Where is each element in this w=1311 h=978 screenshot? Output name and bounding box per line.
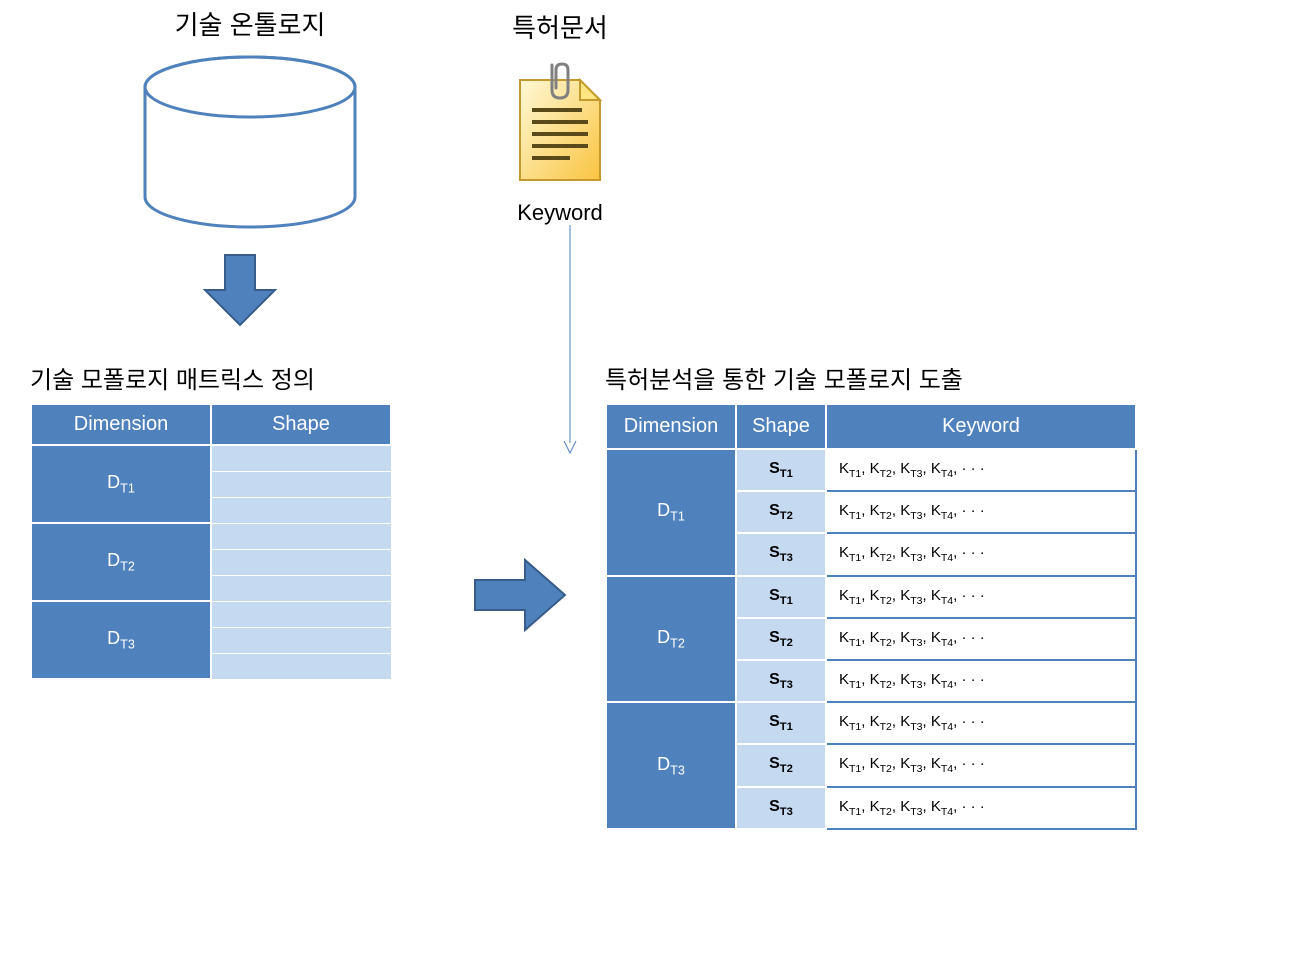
document-icon	[510, 60, 610, 195]
thin-arrow-down	[560, 225, 580, 460]
patent-doc-section: 특허문서 Keyword	[460, 8, 660, 226]
table2-header-keyword: Keyword	[826, 404, 1136, 449]
table2-keyword-cell: KT1, KT2, KT3, KT4, · · ·	[826, 744, 1136, 786]
table2-shape-cell: ST3	[736, 660, 826, 702]
table2-keyword-cell: KT1, KT2, KT3, KT4, · · ·	[826, 491, 1136, 533]
table1-shape-cell	[211, 471, 391, 497]
keyword-label: Keyword	[460, 200, 660, 226]
table2-keyword-cell: KT1, KT2, KT3, KT4, · · ·	[826, 787, 1136, 829]
table2-keyword-cell: KT1, KT2, KT3, KT4, · · ·	[826, 449, 1136, 491]
table2-keyword-cell: KT1, KT2, KT3, KT4, · · ·	[826, 702, 1136, 744]
table2-keyword-cell: KT1, KT2, KT3, KT4, · · ·	[826, 576, 1136, 618]
table1-dimension-cell: DT1	[31, 445, 211, 523]
table1-shape-cell	[211, 575, 391, 601]
patent-doc-title: 특허문서	[460, 8, 660, 45]
ontology-section: 기술 온톨로지	[100, 5, 400, 232]
table1-dimension-cell: DT2	[31, 523, 211, 601]
morphology-table: Dimension Shape Keyword DT1ST1KT1, KT2, …	[605, 403, 1137, 830]
table1-shape-cell	[211, 497, 391, 523]
arrow-right-icon	[470, 555, 570, 640]
table2-dimension-cell: DT1	[606, 449, 736, 576]
table2-shape-cell: ST3	[736, 533, 826, 575]
table2-keyword-cell: KT1, KT2, KT3, KT4, · · ·	[826, 618, 1136, 660]
table2-dimension-cell: DT3	[606, 702, 736, 829]
table1-shape-cell	[211, 653, 391, 679]
table2-shape-cell: ST1	[736, 576, 826, 618]
table2-header-dimension: Dimension	[606, 404, 736, 449]
table1-header-dimension: Dimension	[31, 404, 211, 445]
matrix-def-section: 기술 모폴로지 매트릭스 정의 Dimension Shape DT1DT2DT…	[30, 360, 392, 680]
table1-shape-cell	[211, 523, 391, 549]
table1-shape-cell	[211, 445, 391, 471]
table2-shape-cell: ST2	[736, 744, 826, 786]
arrow-down-icon	[200, 250, 280, 335]
matrix-def-title: 기술 모폴로지 매트릭스 정의	[30, 360, 392, 395]
table2-shape-cell: ST2	[736, 491, 826, 533]
table1-shape-cell	[211, 601, 391, 627]
table1-dimension-cell: DT3	[31, 601, 211, 679]
matrix-def-table: Dimension Shape DT1DT2DT3	[30, 403, 392, 680]
table2-header-shape: Shape	[736, 404, 826, 449]
morphology-section: 특허분석을 통한 기술 모폴로지 도출 Dimension Shape Keyw…	[605, 360, 1137, 830]
ontology-title: 기술 온톨로지	[100, 5, 400, 42]
cylinder-icon	[135, 52, 365, 232]
table2-shape-cell: ST1	[736, 702, 826, 744]
table2-shape-cell: ST3	[736, 787, 826, 829]
table1-shape-cell	[211, 627, 391, 653]
table2-keyword-cell: KT1, KT2, KT3, KT4, · · ·	[826, 533, 1136, 575]
table1-header-shape: Shape	[211, 404, 391, 445]
morphology-title: 특허분석을 통한 기술 모폴로지 도출	[605, 360, 1137, 395]
table2-keyword-cell: KT1, KT2, KT3, KT4, · · ·	[826, 660, 1136, 702]
table2-dimension-cell: DT2	[606, 576, 736, 703]
table2-shape-cell: ST2	[736, 618, 826, 660]
table2-shape-cell: ST1	[736, 449, 826, 491]
table1-shape-cell	[211, 549, 391, 575]
